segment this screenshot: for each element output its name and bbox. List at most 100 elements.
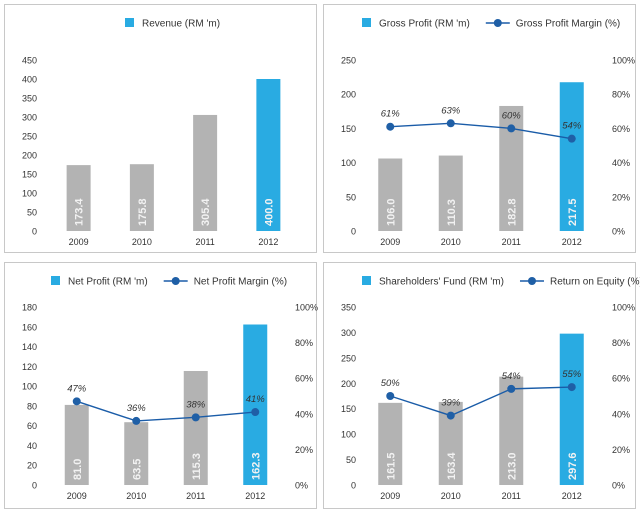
x-tick-label: 2011 — [186, 491, 205, 501]
x-tick-label: 2012 — [245, 491, 265, 501]
line-point-2012 — [251, 408, 260, 417]
line-series: 47% 36% 38% 41% — [67, 383, 265, 425]
y-tick-label: 0 — [32, 481, 37, 491]
y2-tick-label: 80% — [612, 90, 630, 100]
legend-label: Return on Equity (%) — [550, 277, 640, 288]
y-tick-label: 100 — [22, 189, 37, 199]
bar-2012 — [559, 82, 584, 231]
chart-svg: Net Profit (RM 'm) Net Profit Margin (%) 0… — [22, 276, 318, 501]
bar-2009 — [378, 402, 403, 485]
line-point-label: 39% — [441, 398, 461, 409]
line-point-label: 36% — [127, 403, 147, 414]
line-point-label: 38% — [186, 399, 206, 410]
y2-tick-label: 0% — [295, 481, 308, 491]
y-axis-left: 0 50 100 150 200 250 300 350 — [341, 303, 356, 491]
bar-2009 — [66, 165, 91, 231]
bar-value-label: 162.3 — [250, 452, 262, 480]
y2-tick-label: 20% — [612, 445, 630, 455]
y-axis-left: 0 50 100 150 200 250 300 350 400 450 — [22, 56, 37, 237]
y2-tick-label: 20% — [612, 192, 630, 202]
x-tick-label: 2012 — [258, 237, 278, 247]
y-tick-label: 350 — [22, 94, 37, 104]
bar-2011 — [193, 114, 218, 231]
x-tick-label: 2010 — [126, 491, 146, 501]
y2-tick-label: 60% — [612, 374, 630, 384]
y-axis-right: 0% 20% 40% 60% 80% 100% — [612, 303, 635, 491]
y-tick-label: 120 — [22, 362, 37, 372]
bar-value-label: 175.8 — [137, 198, 149, 226]
line-point-label: 61% — [381, 109, 401, 120]
y-tick-label: 150 — [341, 124, 356, 134]
y-tick-label: 0 — [351, 481, 356, 491]
net-profit-chart-panel: Net Profit (RM 'm) Net Profit Margin (%) 0… — [4, 262, 318, 509]
x-tick-label: 2010 — [441, 237, 461, 247]
legend: Shareholders' Fund (RM 'm) Return on Equi… — [362, 276, 640, 288]
chart-svg: Shareholders' Fund (RM 'm) Return on Equi… — [341, 276, 640, 501]
x-tick-label: 2010 — [132, 237, 152, 247]
y-tick-label: 250 — [341, 353, 356, 363]
bar-value-label: 173.4 — [74, 198, 86, 226]
y2-tick-label: 100% — [295, 303, 318, 313]
legend-label: Gross Profit Margin (%) — [516, 19, 620, 30]
gross-profit-chart-panel: Gross Profit (RM 'm) Gross Profit Margin … — [323, 4, 636, 253]
bar-2010 — [438, 155, 463, 231]
y-tick-label: 0 — [351, 227, 356, 237]
bars: 81.0 2009 63.5 2010 115.3 2011 162.3 2012 — [64, 324, 268, 501]
legend: Net Profit (RM 'm) Net Profit Margin (%) — [51, 276, 287, 288]
x-tick-label: 2009 — [69, 237, 89, 247]
line-point-2012 — [567, 383, 576, 392]
y-tick-label: 0 — [32, 227, 37, 237]
bar-2012 — [559, 333, 584, 485]
bar-value-label: 106.0 — [385, 198, 397, 226]
bar-value-label: 110.3 — [446, 199, 458, 226]
line-point-2010 — [132, 416, 141, 425]
legend-label: Net Profit Margin (%) — [194, 277, 287, 288]
line-point-label: 47% — [67, 383, 87, 394]
bar-value-label: 63.5 — [131, 459, 143, 480]
line-point-label: 55% — [562, 369, 582, 380]
x-tick-label: 2009 — [380, 491, 400, 501]
y-tick-label: 300 — [22, 113, 37, 123]
line-series: 61% 63% 60% 54% — [381, 105, 582, 143]
y2-tick-label: 40% — [612, 409, 630, 419]
y-tick-label: 160 — [22, 322, 37, 332]
y-tick-label: 200 — [22, 151, 37, 161]
y-tick-label: 200 — [341, 379, 356, 389]
revenue-chart-panel: Revenue (RM 'm) 0 50 100 150 200 250 300 350 400 4… — [4, 4, 317, 253]
y-tick-label: 200 — [341, 90, 356, 100]
y-tick-label: 50 — [346, 455, 356, 465]
y-tick-label: 400 — [22, 75, 37, 85]
y-tick-label: 100 — [22, 382, 37, 392]
bars: 106.0 2009 110.3 2010 182.8 2011 217.5 2012 — [378, 82, 584, 247]
y2-tick-label: 0% — [612, 481, 625, 491]
y-tick-label: 20 — [27, 461, 37, 471]
line-point-2010 — [446, 119, 455, 128]
y-tick-label: 50 — [346, 192, 356, 202]
x-tick-label: 2011 — [195, 237, 214, 247]
legend: Gross Profit (RM 'm) Gross Profit Margin … — [362, 18, 620, 30]
line-point-2009 — [386, 122, 395, 131]
x-tick-label: 2010 — [441, 491, 461, 501]
line-point-2009 — [72, 397, 81, 406]
y2-tick-label: 40% — [612, 158, 630, 168]
y-axis-right: 0% 20% 40% 60% 80% 100% — [612, 56, 635, 237]
legend-label: Shareholders' Fund (RM 'm) — [379, 277, 504, 288]
y2-tick-label: 60% — [612, 124, 630, 134]
y2-tick-label: 20% — [295, 445, 313, 455]
chart-svg: Gross Profit (RM 'm) Gross Profit Margin … — [341, 18, 635, 247]
line-point-label: 54% — [562, 121, 582, 132]
bars: 161.5 2009 163.4 2010 213.0 2011 297.6 2012 — [378, 333, 584, 501]
bar-value-label: 163.4 — [446, 452, 458, 480]
bar-2009 — [378, 158, 403, 231]
legend-line-marker — [171, 277, 180, 285]
y-tick-label: 140 — [22, 342, 37, 352]
line-point-2011 — [507, 124, 516, 133]
y-tick-label: 300 — [341, 328, 356, 338]
line-path — [390, 386, 572, 417]
legend-bar-swatch — [51, 276, 60, 285]
y-tick-label: 60 — [27, 421, 37, 431]
y2-tick-label: 80% — [612, 338, 630, 348]
y-axis-left: 0 50 100 150 200 250 — [341, 56, 356, 237]
y-tick-label: 150 — [22, 170, 37, 180]
